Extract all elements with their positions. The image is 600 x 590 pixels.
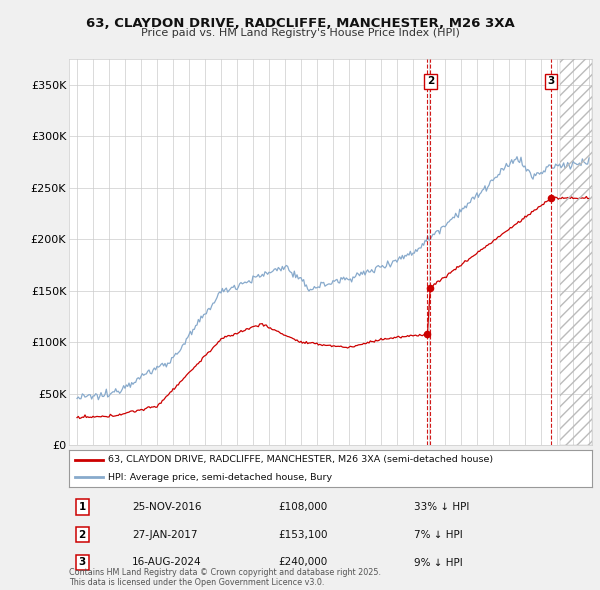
Point — [425, 283, 435, 293]
Text: 3: 3 — [79, 558, 86, 568]
Text: Contains HM Land Registry data © Crown copyright and database right 2025.
This d: Contains HM Land Registry data © Crown c… — [69, 568, 381, 587]
Text: £240,000: £240,000 — [278, 558, 328, 568]
Point — [422, 329, 432, 339]
Text: 3: 3 — [547, 76, 555, 86]
Text: Price paid vs. HM Land Registry's House Price Index (HPI): Price paid vs. HM Land Registry's House … — [140, 28, 460, 38]
Text: 1: 1 — [79, 502, 86, 512]
Text: 63, CLAYDON DRIVE, RADCLIFFE, MANCHESTER, M26 3XA (semi-detached house): 63, CLAYDON DRIVE, RADCLIFFE, MANCHESTER… — [108, 455, 493, 464]
Text: HPI: Average price, semi-detached house, Bury: HPI: Average price, semi-detached house,… — [108, 473, 332, 482]
Text: 25-NOV-2016: 25-NOV-2016 — [132, 502, 201, 512]
Text: 7% ↓ HPI: 7% ↓ HPI — [415, 530, 463, 539]
Text: £108,000: £108,000 — [278, 502, 328, 512]
Text: 16-AUG-2024: 16-AUG-2024 — [132, 558, 202, 568]
Text: 2: 2 — [427, 76, 434, 86]
Text: 63, CLAYDON DRIVE, RADCLIFFE, MANCHESTER, M26 3XA: 63, CLAYDON DRIVE, RADCLIFFE, MANCHESTER… — [86, 17, 514, 30]
Text: 27-JAN-2017: 27-JAN-2017 — [132, 530, 197, 539]
Text: 2: 2 — [79, 530, 86, 539]
Bar — [560, 59, 592, 445]
Bar — [560, 59, 592, 445]
Point — [546, 194, 556, 203]
Text: 33% ↓ HPI: 33% ↓ HPI — [415, 502, 470, 512]
Text: 9% ↓ HPI: 9% ↓ HPI — [415, 558, 463, 568]
Text: £153,100: £153,100 — [278, 530, 328, 539]
